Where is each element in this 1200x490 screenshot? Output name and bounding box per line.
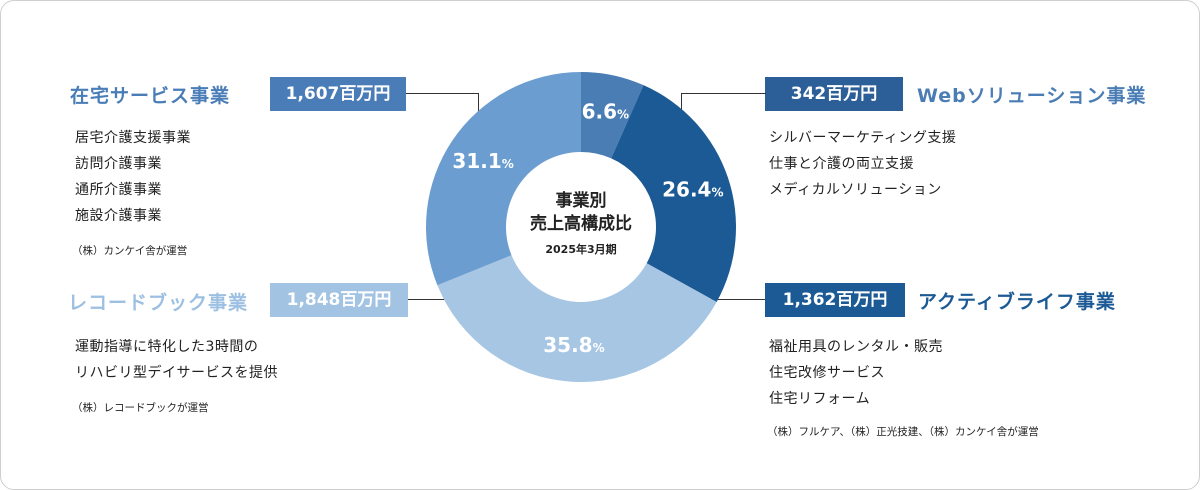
list-item: リハビリ型デイサービスを提供 <box>75 365 278 381</box>
slice-percent-label: 31.1% <box>452 149 513 173</box>
active-amount-badge: 1,362百万円 <box>765 283 905 317</box>
list-item: メディカルソリューション <box>769 182 942 198</box>
web-title: Webソリューション事業 <box>917 85 1147 107</box>
list-item: 福祉用具のレンタル・販売 <box>769 339 943 355</box>
slice-percent-label: 35.8% <box>543 333 604 357</box>
donut-chart: 6.6% 26.4% 35.8% 31.1% 事業別 売上高構成比 2025年3月期 <box>426 72 736 382</box>
record-operator-note: （株）レコードブックが運営 <box>72 402 209 414</box>
donut-slice <box>611 85 736 302</box>
web-amount-badge: 342百万円 <box>765 77 903 111</box>
web-leader-line <box>681 93 766 114</box>
center-subtitle: 2025年3月期 <box>545 242 616 256</box>
zaitaku-operator-note: （株）カンケイ舎が運営 <box>72 245 188 257</box>
web-item-list: シルバーマーケティング支援 仕事と介護の両立支援 メディカルソリューション <box>769 125 956 203</box>
donut-slice <box>426 72 581 286</box>
record-item-list: 運動指導に特化した3時間の リハビリ型デイサービスを提供 <box>75 334 278 386</box>
slice-percent-label: 6.6% <box>582 100 629 124</box>
list-item: 居宅介護支援事業 <box>75 130 191 146</box>
donut-slice <box>437 255 717 382</box>
record-title: レコードブック事業 <box>68 292 249 314</box>
active-item-list: 福祉用具のレンタル・販売 住宅改修サービス 住宅リフォーム <box>769 334 943 412</box>
list-item: 住宅リフォーム <box>769 391 871 407</box>
zaitaku-amount-badge: 1,607百万円 <box>270 77 406 111</box>
active-leader-line <box>698 299 765 300</box>
zaitaku-item-list: 居宅介護支援事業 訪問介護事業 通所介護事業 施設介護事業 <box>75 125 191 229</box>
slice-percent-label: 26.4% <box>662 177 723 201</box>
list-item: シルバーマーケティング支援 <box>769 130 957 146</box>
list-item: 訪問介護事業 <box>75 156 162 172</box>
active-title: アクティブライフ事業 <box>918 291 1116 313</box>
list-item: 通所介護事業 <box>75 182 162 198</box>
list-item: 住宅改修サービス <box>769 365 885 381</box>
zaitaku-leader-line <box>406 93 479 120</box>
list-item: 運動指導に特化した3時間の <box>75 339 259 355</box>
list-item: 仕事と介護の両立支援 <box>769 156 914 172</box>
donut-slice <box>581 72 644 159</box>
center-title-line-2: 売上高構成比 <box>530 213 632 234</box>
record-amount-badge: 1,848百万円 <box>270 283 408 317</box>
record-leader-line <box>408 299 468 300</box>
list-item: 施設介護事業 <box>75 208 162 224</box>
active-operator-note: （株）フルケア、（株）正光技建、（株）カンケイ舎が運営 <box>767 426 1039 438</box>
center-title-line-1: 事業別 <box>556 190 607 211</box>
zaitaku-title: 在宅サービス事業 <box>70 85 231 107</box>
